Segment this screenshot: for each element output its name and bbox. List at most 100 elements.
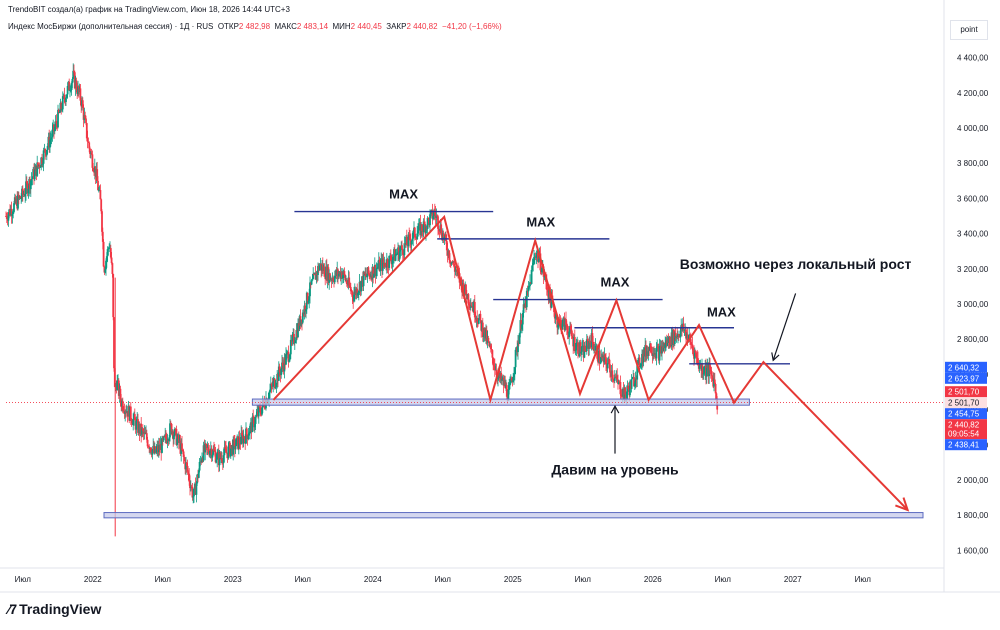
- candle-body: [304, 305, 307, 312]
- price-label-text: 2 438,41: [948, 441, 980, 450]
- candle-body: [481, 322, 484, 338]
- candle-body: [530, 269, 533, 284]
- axes-layer: 1 600,001 800,002 000,002 200,002 400,00…: [0, 0, 1000, 593]
- candle-body: [269, 389, 271, 393]
- candle-body: [61, 96, 64, 110]
- candle-body: [224, 447, 227, 449]
- candle-body: [351, 291, 354, 298]
- candle-body: [637, 360, 639, 366]
- candle-body: [173, 428, 176, 436]
- candle-body: [166, 440, 169, 443]
- candle-body: [392, 257, 395, 261]
- y-tick-label: 3 200,00: [957, 265, 989, 274]
- candle-body: [232, 439, 235, 455]
- candle-body: [633, 376, 635, 387]
- tradingview-logo[interactable]: ⁄7 TradingView: [8, 601, 101, 617]
- candle-body: [711, 375, 714, 378]
- candle-body: [570, 329, 573, 337]
- candle-body: [75, 80, 78, 90]
- candle-body: [501, 379, 503, 381]
- candle-body: [664, 344, 667, 349]
- candle-body: [337, 273, 340, 277]
- candle-body: [445, 234, 447, 241]
- candle-body: [21, 188, 24, 195]
- candle-body: [426, 217, 429, 229]
- candle-body: [233, 439, 235, 441]
- candle-body: [559, 319, 562, 321]
- candle-body: [386, 259, 389, 267]
- candle-body: [133, 414, 136, 420]
- candle-body: [68, 81, 71, 91]
- candle-body: [479, 313, 482, 321]
- candle-body: [377, 267, 379, 268]
- annotation-text: MAX: [707, 304, 736, 319]
- x-tick-label: Июл: [715, 575, 732, 584]
- candle-body: [307, 300, 310, 303]
- candle-body: [585, 339, 588, 352]
- candle-body: [394, 254, 397, 261]
- candle-body: [297, 323, 299, 338]
- price-unit-button[interactable]: point: [950, 20, 988, 40]
- candle-body: [693, 351, 696, 359]
- candle-body: [116, 381, 119, 391]
- y-tick-label: 1 600,00: [957, 546, 989, 555]
- candle-body: [372, 266, 375, 278]
- candle-body: [105, 260, 107, 270]
- candle-body: [343, 271, 346, 275]
- candle-body: [509, 383, 511, 386]
- price-label-text: 2 501,70: [948, 399, 980, 408]
- candle-body: [90, 152, 93, 155]
- candle-body: [72, 70, 75, 79]
- candle-body: [703, 372, 706, 374]
- candle-body: [257, 406, 260, 417]
- candle-body: [288, 359, 291, 362]
- candle-body: [168, 437, 171, 441]
- candle-body: [360, 281, 363, 292]
- candle-body: [53, 126, 56, 132]
- candle-body: [245, 428, 248, 435]
- candle-body: [402, 254, 405, 256]
- x-tick-label: 2022: [84, 575, 102, 584]
- candle-body: [213, 450, 216, 452]
- ohlc-low-value: 2 440,45: [350, 22, 382, 31]
- x-tick-label: 2023: [224, 575, 242, 584]
- candle-body: [155, 449, 158, 453]
- candle-body: [223, 447, 226, 456]
- x-tick-label: 2027: [784, 575, 802, 584]
- candle-body: [25, 181, 27, 194]
- candle-body: [698, 365, 701, 369]
- candle-body: [101, 231, 104, 242]
- candle-body: [344, 274, 347, 281]
- candle-body: [308, 296, 311, 301]
- candle-body: [55, 121, 58, 124]
- candle-body: [435, 215, 438, 218]
- candle-body: [195, 483, 198, 495]
- candle-body: [586, 339, 589, 341]
- candle-body: [535, 254, 538, 258]
- candle-body: [492, 357, 495, 366]
- candle-body: [79, 88, 82, 101]
- candle-body: [416, 233, 419, 240]
- candle-body: [165, 434, 167, 439]
- candle-body: [715, 393, 718, 399]
- candle-body: [399, 249, 402, 252]
- y-tick-label: 3 600,00: [957, 194, 989, 203]
- price-label-box: [945, 408, 987, 420]
- candle-body: [341, 275, 344, 279]
- candle-body: [84, 115, 87, 119]
- price-label-text: 2 440,82: [948, 421, 980, 430]
- x-tick-label: Июл: [435, 575, 452, 584]
- candle-body: [301, 312, 304, 323]
- candle-body: [569, 325, 572, 330]
- candle-body: [44, 148, 47, 153]
- candle-body: [504, 380, 507, 388]
- price-label-box: [945, 419, 987, 440]
- candle-body: [413, 227, 416, 238]
- candle-body: [42, 150, 45, 164]
- symbol-legend[interactable]: Индекс МосБиржи (дополнительная сессия) …: [8, 22, 502, 31]
- candle-body: [7, 214, 10, 221]
- candle-body: [91, 154, 94, 168]
- candle-body: [107, 248, 110, 250]
- candle-body: [175, 428, 178, 445]
